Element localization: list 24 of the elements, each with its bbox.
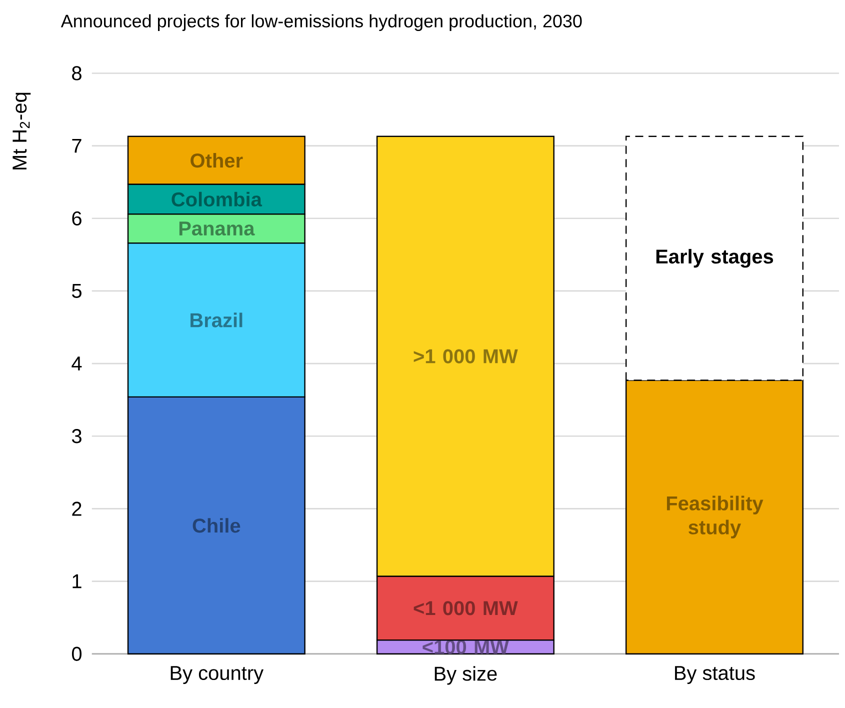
- y-tick-label: 8: [72, 66, 82, 80]
- series-label: Early stages: [656, 249, 774, 268]
- series-label: <100 MW: [422, 640, 509, 654]
- series-label: Chile: [192, 518, 240, 533]
- series-label: Other: [190, 153, 243, 168]
- y-tick-label: 4: [72, 356, 82, 371]
- y-tick-label: 7: [72, 139, 82, 153]
- series-label: >1 000 MW: [414, 349, 518, 364]
- x-tick-label: By country: [170, 666, 264, 684]
- series-label: Feasibility study: [666, 496, 764, 538]
- y-tick-label: 0: [72, 646, 82, 662]
- y-tick-label: 2: [72, 502, 82, 516]
- y-tick-label: 3: [72, 429, 82, 444]
- series-label: <1 000 MW: [414, 601, 518, 616]
- series-label: Brazil: [190, 312, 242, 328]
- y-tick-label: 1: [72, 574, 82, 588]
- series-label: Colombia: [172, 192, 262, 207]
- x-tick-label: By size: [434, 666, 497, 685]
- x-tick-label: By status: [675, 666, 755, 684]
- y-axis-title: Mt H$_{2}$-eq: [12, 92, 31, 170]
- chart-title: Announced projects for low-emissions hydrogen production, 2030: [60, 14, 582, 32]
- y-tick-label: 6: [72, 211, 82, 226]
- y-tick-label: 5: [72, 284, 82, 298]
- series-label: Panama: [179, 222, 255, 236]
